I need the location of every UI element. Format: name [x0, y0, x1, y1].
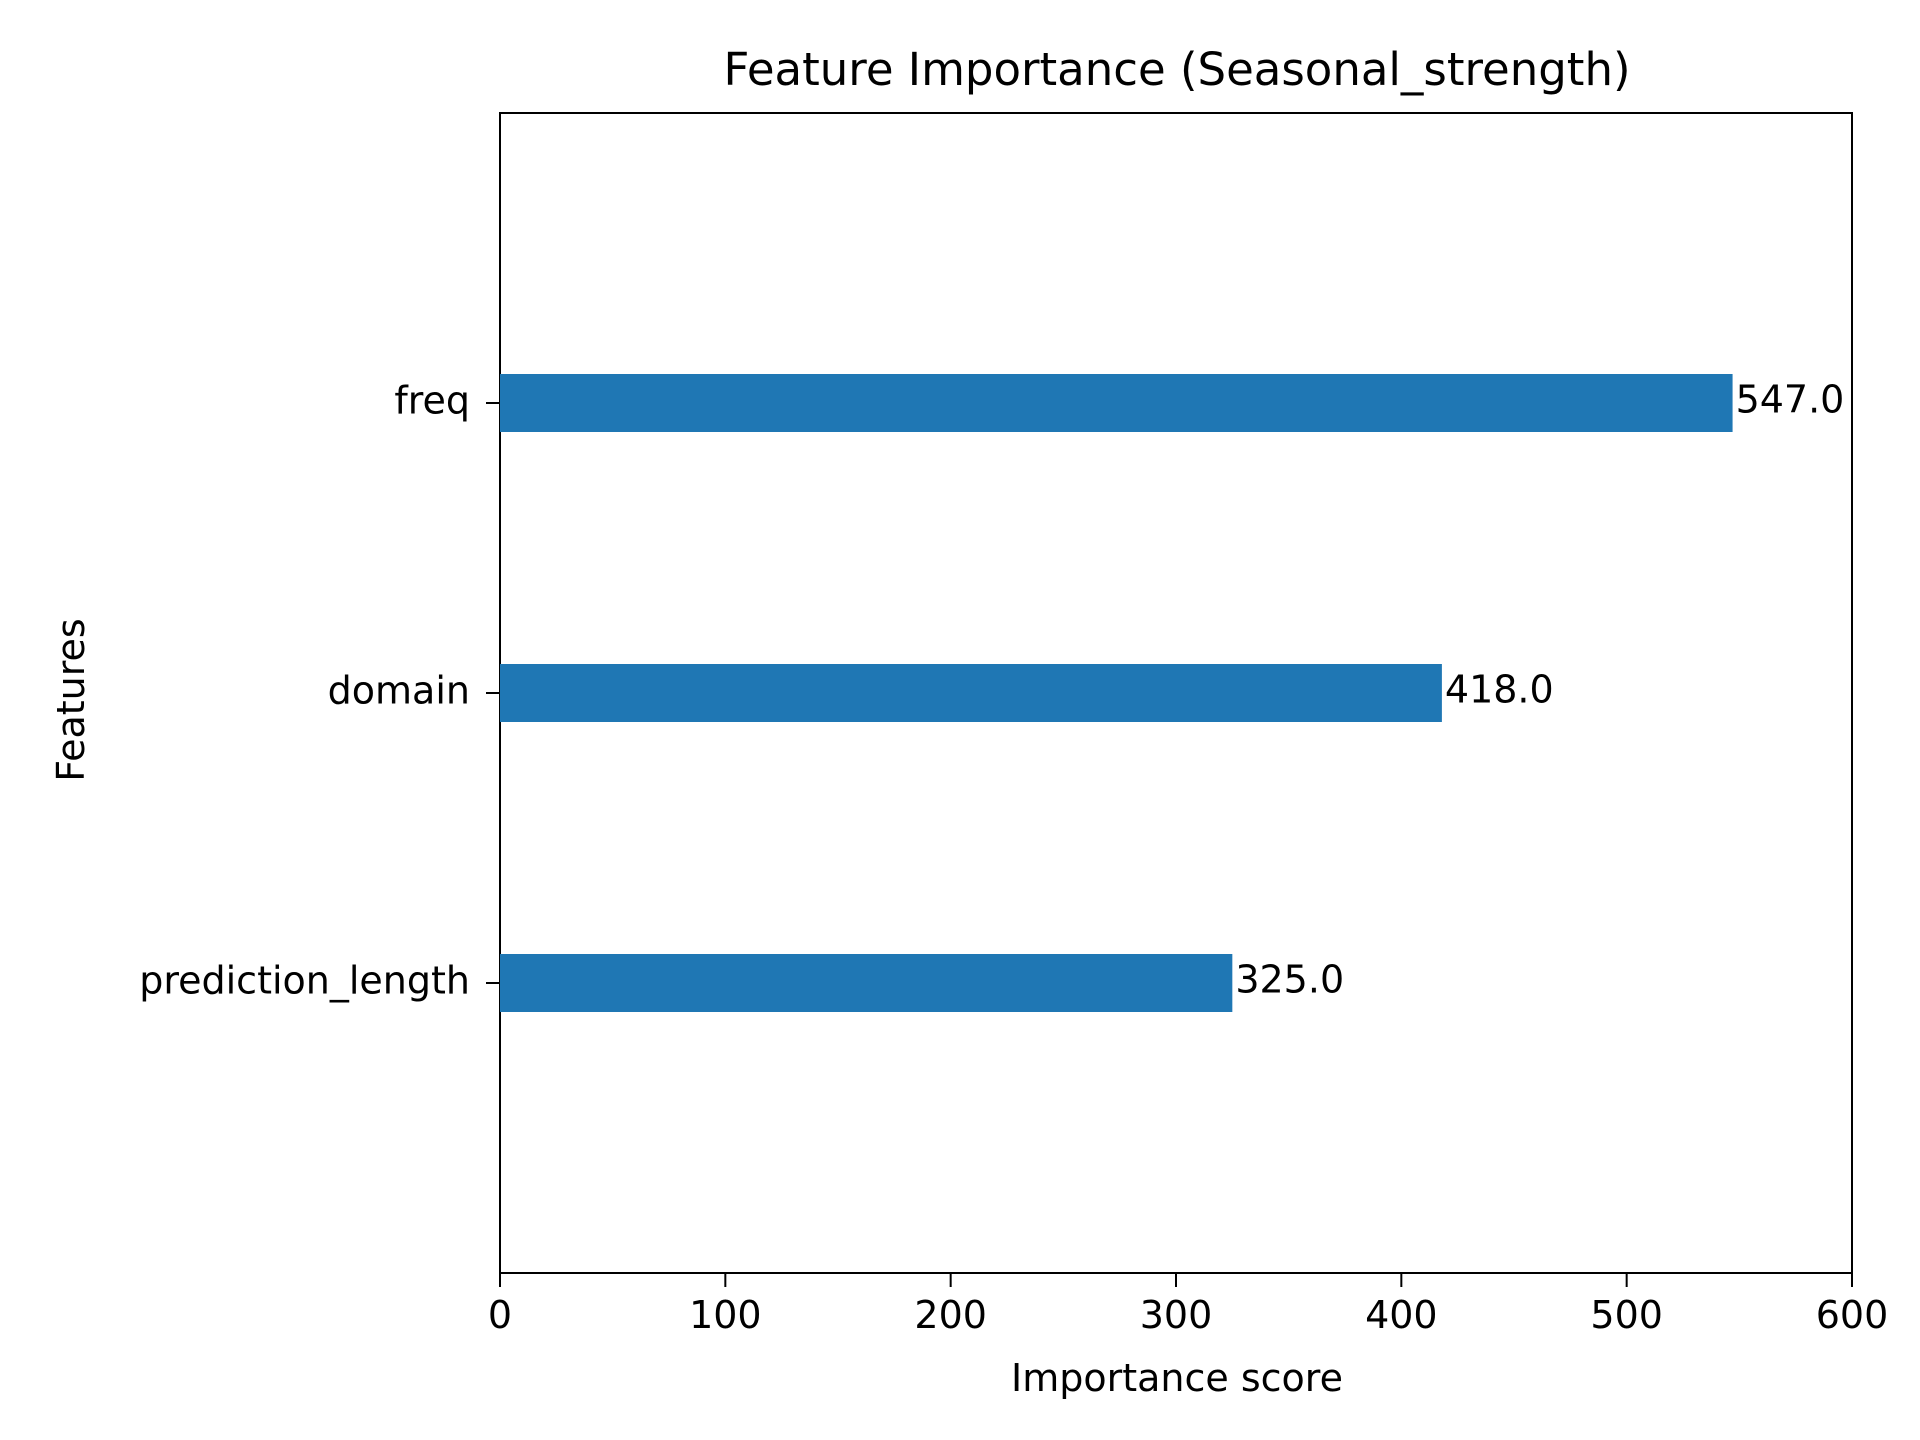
x-tick-label-400: 400	[1365, 1293, 1438, 1337]
x-tick-label-500: 500	[1590, 1293, 1663, 1337]
y-axis: freq domain prediction_length	[139, 379, 500, 1003]
y-tick-label-freq: freq	[394, 379, 470, 423]
data-label-prediction_length: 325.0	[1235, 958, 1344, 1002]
y-tick-label-domain: domain	[328, 669, 470, 713]
bars-layer	[500, 374, 1733, 1012]
data-labels-layer: 547.0 418.0 325.0	[1235, 378, 1844, 1002]
x-tick-label-100: 100	[689, 1293, 762, 1337]
x-axis-label: Importance score	[1011, 1356, 1343, 1400]
x-tick-label-0: 0	[488, 1293, 512, 1337]
bar-domain	[500, 664, 1442, 722]
y-axis-label: Features	[49, 618, 93, 781]
bar-prediction_length	[500, 954, 1233, 1012]
bar-freq	[500, 374, 1733, 432]
y-tick-label-prediction_length: prediction_length	[139, 959, 470, 1003]
data-label-domain: 418.0	[1445, 668, 1554, 712]
x-axis: 0 100 200 300 400 500 600	[488, 1273, 1888, 1337]
data-label-freq: 547.0	[1736, 378, 1845, 422]
x-tick-label-300: 300	[1140, 1293, 1213, 1337]
x-tick-label-200: 200	[914, 1293, 987, 1337]
chart-title: Feature Importance (Seasonal_strength)	[723, 43, 1630, 96]
x-tick-label-600: 600	[1816, 1293, 1889, 1337]
